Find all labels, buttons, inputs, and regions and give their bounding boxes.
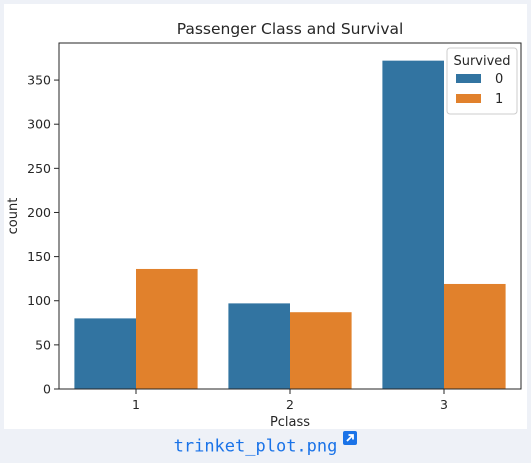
y-tick-label: 150	[27, 249, 51, 264]
y-tick-label: 200	[27, 205, 51, 220]
bar-class-1-survived-0	[74, 318, 136, 389]
file-link[interactable]: trinket_plot.png	[173, 436, 338, 457]
y-tick-label: 0	[43, 382, 51, 397]
bar-class-1-survived-1	[136, 268, 198, 389]
figure-card: Passenger Class and Survival 0 50 100 150 20…	[4, 4, 527, 430]
x-tick-label: 2	[286, 397, 294, 412]
x-tick-label: 1	[132, 397, 140, 412]
y-tick-label: 300	[27, 117, 51, 132]
legend-title: Survived	[453, 54, 510, 69]
external-link-icon[interactable]	[343, 430, 358, 445]
y-tick-label: 250	[27, 161, 51, 176]
legend-swatch-0	[456, 74, 481, 83]
x-axis-label: Pclass	[270, 415, 310, 429]
legend-label-0: 0	[495, 72, 503, 87]
bar-class-2-survived-1	[290, 312, 352, 389]
bar-class-2-survived-0	[228, 303, 290, 389]
x-tick-label: 3	[440, 397, 448, 412]
bar-class-3-survived-1	[444, 283, 506, 389]
legend-swatch-1	[456, 94, 481, 103]
bars	[74, 60, 506, 389]
y-tick-label: 100	[27, 293, 51, 308]
legend: Survived 0 1	[446, 47, 518, 115]
bar-class-3-survived-0	[382, 60, 444, 389]
y-axis-label: count	[6, 198, 21, 235]
chart-title: Passenger Class and Survival	[177, 20, 404, 38]
y-tick-label: 350	[27, 73, 51, 88]
x-axis-ticks: 1 2 3	[132, 389, 448, 412]
legend-label-1: 1	[495, 92, 503, 107]
y-tick-label: 50	[35, 337, 51, 352]
file-caption: trinket_plot.png	[0, 430, 531, 457]
bar-chart: Passenger Class and Survival 05010015020…	[6, 20, 522, 430]
y-axis-ticks: 0 50 100 150 200 250 300 350	[27, 73, 59, 397]
